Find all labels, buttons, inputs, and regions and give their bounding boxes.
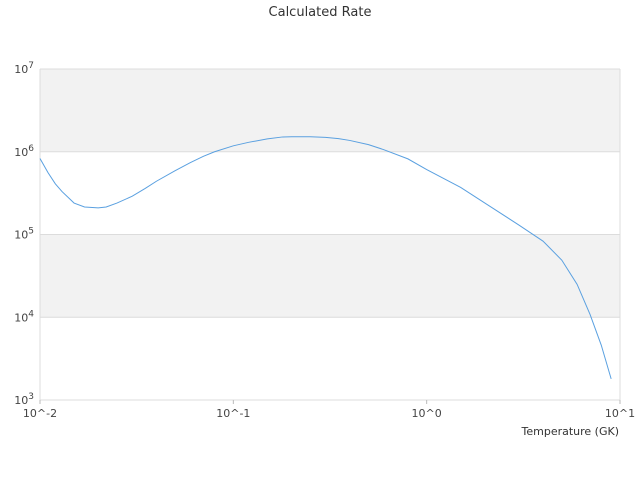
y-tick-label: 107 <box>14 61 34 76</box>
y-tick-label: 106 <box>14 144 34 159</box>
rate-curve <box>39 136 612 380</box>
plot-band <box>40 234 620 318</box>
x-tick-label: 10^0 <box>412 407 442 420</box>
grid-lines <box>39 68 621 401</box>
y-tick-label: 105 <box>14 227 34 242</box>
x-tick-label: 10^1 <box>605 407 635 420</box>
plot-background <box>40 69 620 400</box>
x-axis-label: Temperature (GK) <box>521 425 620 438</box>
x-axis-ticks: 10^-2 10^-1 10^0 10^1 <box>23 400 635 420</box>
x-tick-label: 10^-2 <box>23 407 57 420</box>
y-axis-ticks: 103 104 105 106 107 <box>14 61 34 407</box>
x-tick-label: 10^-1 <box>216 407 250 420</box>
plot-band <box>40 151 620 235</box>
y-tick-label: 104 <box>14 309 34 324</box>
plot-band <box>40 317 620 400</box>
plot-band <box>40 69 620 152</box>
chart-title: Calculated Rate <box>269 5 372 20</box>
y-tick-label: 103 <box>14 392 34 407</box>
